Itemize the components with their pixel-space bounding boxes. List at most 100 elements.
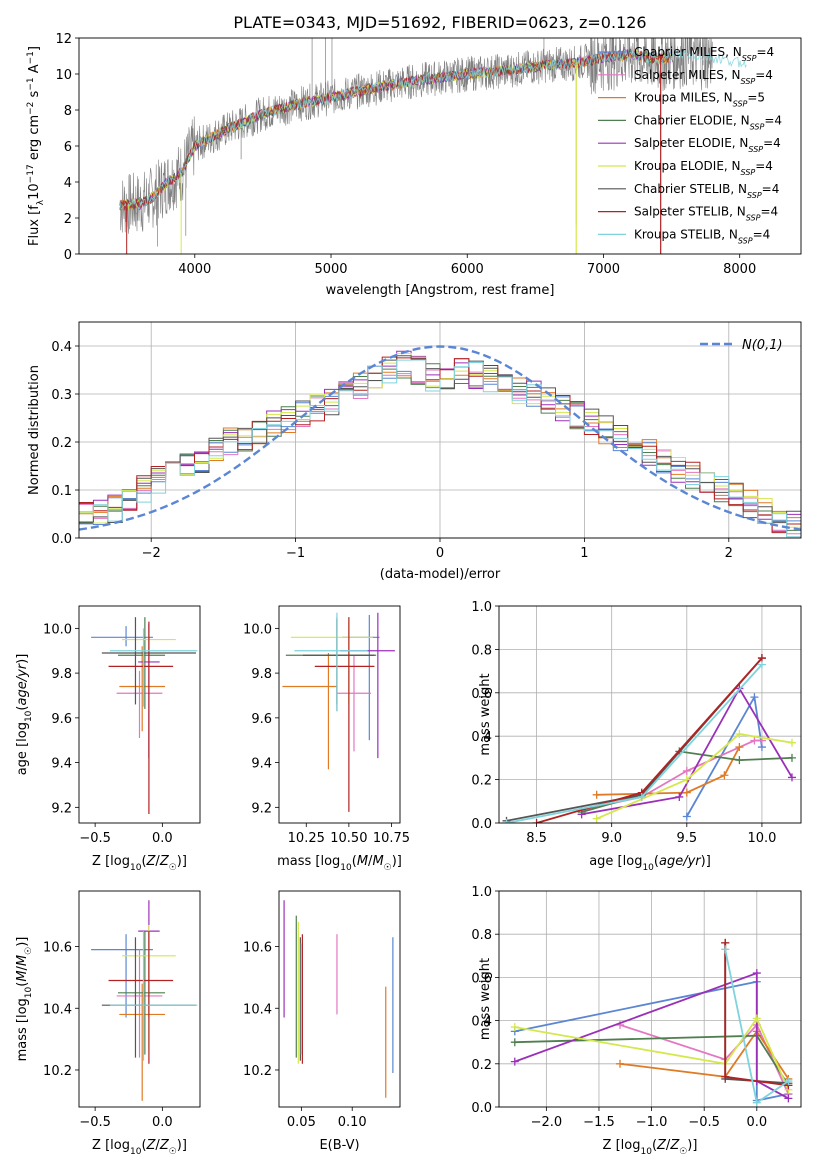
legend-name: Kroupa ELODIE, N	[634, 159, 741, 173]
legend-sub: SSP	[747, 190, 762, 199]
legend-count: =5	[747, 91, 765, 105]
gaussian-curve	[79, 345, 801, 531]
age-vs-z-ylabel-part: age [log	[15, 722, 30, 775]
age-vs-z-xlabel-part: Z [log	[92, 854, 130, 869]
age-vs-mass-xlabel-part: /	[368, 854, 373, 869]
weight-vs-age-xlabel-part: )]	[701, 854, 711, 869]
y-tick-label: 12	[55, 32, 72, 47]
legend-gaussian-label: N(0,1)	[742, 338, 783, 353]
y-tick-label: 0.1	[51, 484, 72, 499]
weight-marker	[787, 738, 796, 747]
weight-marker	[592, 790, 601, 799]
weight_vs_Z-ylabel: mass weight	[478, 958, 493, 1040]
figure-title: PLATE=0343, MJD=51692, FIBERID=0623, z=0…	[233, 13, 646, 32]
x-tick-label: 10.0	[747, 831, 776, 846]
age-vs-mass-xlabel: mass [log10(M/M☉)]	[277, 854, 402, 873]
x-tick-label: −1	[286, 546, 305, 561]
spectrum-ylabel-part: λ	[36, 199, 46, 205]
weight-marker	[502, 819, 511, 823]
errorbars-age_vs_Z	[91, 617, 198, 815]
weight-marker	[787, 773, 796, 782]
weight-marker	[577, 810, 586, 819]
legend-name: Salpeter ELODIE, N	[634, 136, 748, 150]
y-tick-label: 0.3	[51, 388, 72, 403]
weight-marker	[592, 814, 601, 823]
age_vs_Z-frame	[78, 605, 201, 824]
mass-vs-z-ylabel-part: [log	[15, 998, 30, 1023]
mass-vs-z-xlabel-part: Z	[159, 1138, 170, 1153]
weight-marker	[616, 1059, 625, 1068]
axes-age_vs_Z: −0.5 0.0 9.2 9.4 9.6 9.8 10.0	[43, 622, 173, 846]
spectrum-ylabel-part: s	[27, 90, 42, 101]
weight-vs-z-xlabel-part: ☉	[679, 1147, 687, 1157]
legend-name: Salpeter STELIB, N	[634, 205, 746, 219]
weight-marker	[750, 693, 759, 702]
x-tick-label: 9.0	[601, 831, 622, 846]
age-vs-mass-xlabel-part: ☉	[384, 863, 392, 873]
x-tick-label: 8.5	[526, 831, 547, 846]
spectrum-xlabel: wavelength [Angstrom, rest frame]	[326, 283, 555, 298]
legend-label: Kroupa STELIB, NSSP=4	[634, 227, 770, 245]
spectrum-ylabel-part: Flux [f	[27, 205, 42, 246]
histogram-kroupa-stelib	[79, 359, 801, 538]
y-tick-label: 10	[55, 68, 72, 83]
mass-vs-z-xlabel-part: /	[155, 1138, 160, 1153]
spectrum-ylabel-part: erg cm	[27, 115, 42, 164]
weight_vs_Z-frame	[498, 890, 802, 1108]
age-vs-z-xlabel: Z [log10(Z/Z☉)]	[92, 854, 187, 873]
weight-marker	[532, 819, 541, 823]
weight-marker	[721, 945, 730, 954]
age-vs-z-xlabel-part: ☉	[169, 863, 177, 873]
x-tick-label: −1.5	[583, 1115, 615, 1130]
y-tick-label: 10.4	[243, 1002, 272, 1017]
y-tick-label: 0.2	[471, 1058, 492, 1073]
legend-name: Salpeter MILES, N	[634, 68, 741, 82]
age-vs-z-xlabel-part: Z	[146, 854, 157, 869]
legend-count: =4	[755, 159, 773, 173]
y-tick-label: 0.0	[471, 1101, 492, 1116]
weight-vs-z-xlabel-part: /	[666, 1138, 671, 1153]
y-tick-label: 9.2	[251, 801, 272, 816]
legend-sub: SSP	[741, 168, 756, 177]
residuals-xlabel: (data-model)/error	[380, 567, 501, 582]
legend-count: =4	[763, 136, 781, 150]
age-vs-mass-xlabel-part: mass	[277, 854, 315, 869]
spectrum-data-line	[119, 38, 747, 254]
weight-vs-age-xlabel: age [log10(age/yr)]	[589, 854, 711, 873]
weight-vs-age-xlabel-part: 10	[642, 863, 654, 873]
mass-vs-z-xlabel-part: ☉	[169, 1147, 177, 1157]
mass-vs-z-xlabel-part: 10	[130, 1147, 142, 1157]
y-tick-label: 10.4	[43, 1002, 72, 1017]
mass-vs-z-ylabel-part: )]	[15, 937, 30, 947]
x-tick-label: −0.5	[79, 831, 111, 846]
weight-marker	[682, 812, 691, 821]
weight-vs-z-xlabel-part: Z	[656, 1138, 667, 1153]
mass-vs-z-xlabel-part: Z [log	[92, 1138, 130, 1153]
age_vs_mass-frame	[278, 605, 401, 824]
legend-sub: SSP	[746, 213, 761, 222]
weight-marker	[510, 1023, 519, 1032]
x-tick-label: 0	[436, 546, 444, 561]
legend-label: Chabrier STELIB, NSSP=4	[634, 182, 779, 200]
weight-marker	[510, 1038, 519, 1047]
weight-marker	[787, 753, 796, 762]
mass-vs-z-xlabel-part: )]	[177, 1138, 187, 1153]
weight-vs-z-xlabel-part: Z	[669, 1138, 680, 1153]
legend-name: Chabrier MILES, N	[634, 45, 742, 59]
x-tick-label: 0.05	[287, 1115, 316, 1130]
age-vs-z-ylabel-part: age/yr	[15, 662, 30, 705]
y-tick-label: 0	[64, 248, 72, 263]
axes-weight_vs_age: 8.5 9.0 9.5 10.0 0.0 0.2 0.4 0.6 0.8 1.0	[471, 600, 801, 846]
residual-histograms	[79, 345, 801, 538]
x-tick-label: 0.0	[152, 1115, 173, 1130]
y-tick-label: 0.4	[471, 730, 492, 745]
y-tick-label: 9.8	[51, 667, 72, 682]
legend-count: =4	[760, 205, 778, 219]
weight-vs-age-xlabel-part: (	[654, 854, 659, 869]
age-vs-z-ylabel-part: 10	[24, 710, 34, 722]
y-tick-label: 0.0	[51, 532, 72, 547]
legend-label: Salpeter MILES, NSSP=4	[634, 68, 773, 86]
legend-sub: SSP	[742, 54, 757, 63]
legend-count: =4	[756, 45, 774, 59]
